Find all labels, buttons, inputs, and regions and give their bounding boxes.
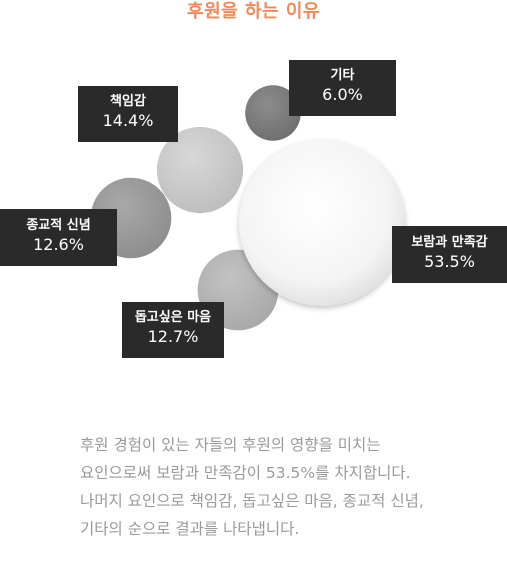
label-responsibility: 책임감 14.4% xyxy=(78,86,178,142)
chart-title: 후원을 하는 이유 xyxy=(187,1,320,22)
label-religious-belief-name: 종교적 신념 xyxy=(26,218,91,233)
label-responsibility-name: 책임감 xyxy=(110,94,146,109)
label-etc-value: 6.0% xyxy=(322,85,363,104)
label-satisfaction-name: 보람과 만족감 xyxy=(411,235,488,250)
label-religious-belief: 종교적 신념 12.6% xyxy=(0,209,117,266)
description-text: 후원 경험이 있는 자들의 후원의 영향을 미치는 요인으로써 보람과 만족감이… xyxy=(80,436,424,538)
label-desire-to-help-name: 돕고싶은 마음 xyxy=(134,310,212,325)
label-responsibility-value: 14.4% xyxy=(102,111,154,130)
bubble-responsibility xyxy=(156,126,244,214)
label-satisfaction-value: 53.5% xyxy=(424,252,475,271)
label-satisfaction: 보람과 만족감 53.5% xyxy=(392,226,507,283)
label-religious-belief-value: 12.6% xyxy=(33,235,84,254)
bubble-satisfaction xyxy=(239,140,405,306)
label-etc-name: 기타 xyxy=(330,68,355,83)
label-desire-to-help-value: 12.7% xyxy=(147,327,199,346)
label-desire-to-help: 돕고싶은 마음 12.7% xyxy=(122,302,224,358)
label-etc: 기타 6.0% xyxy=(289,60,396,116)
bubble-etc xyxy=(245,85,301,141)
bubble-chart xyxy=(90,85,405,331)
